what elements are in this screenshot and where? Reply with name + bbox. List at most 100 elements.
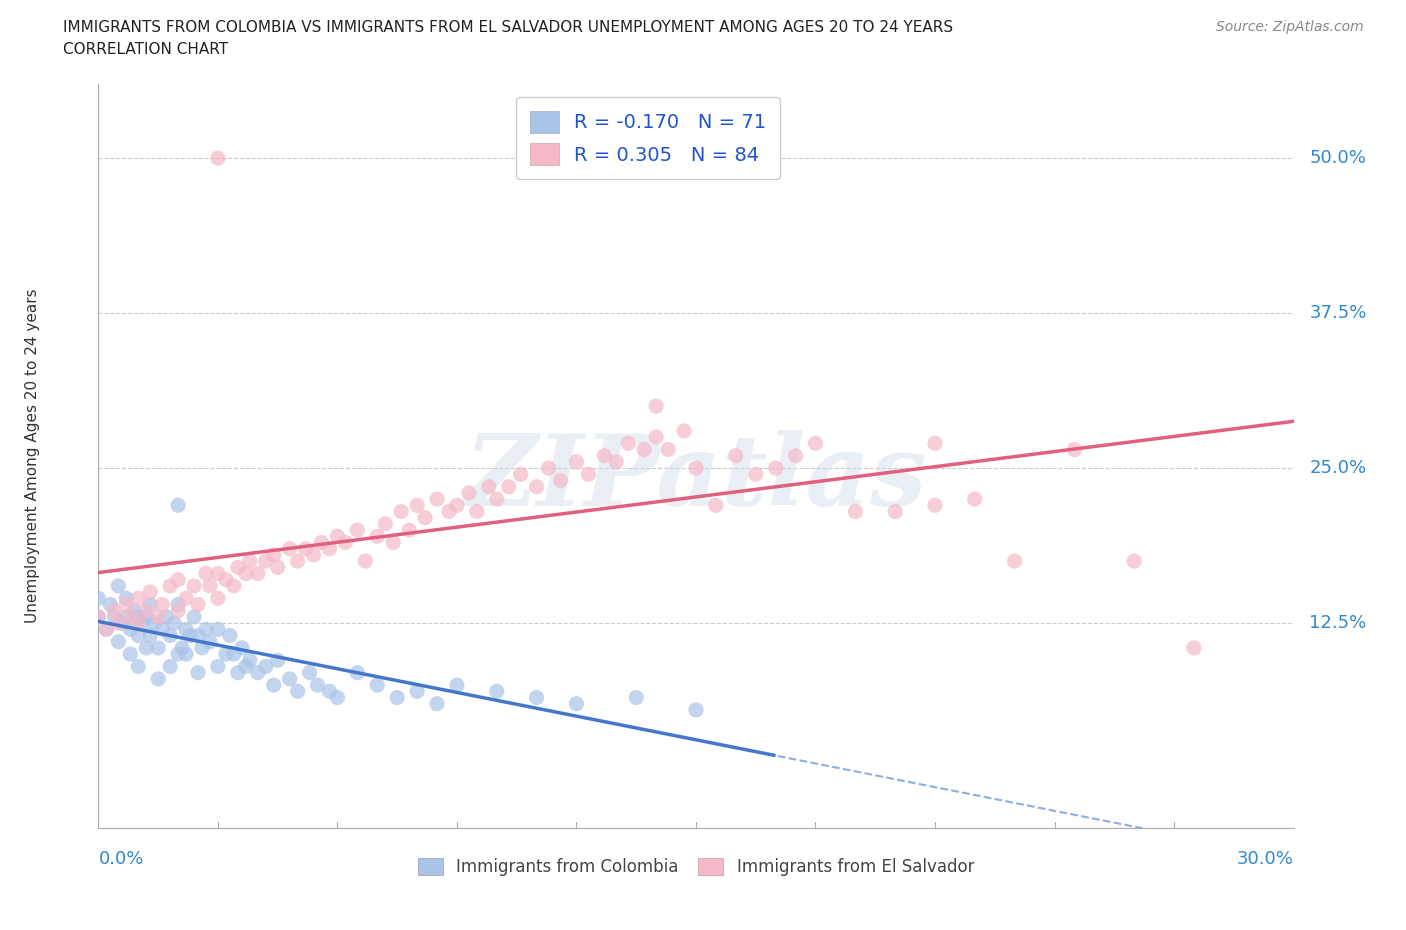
Point: [222, 578, 245, 593]
Point: [231, 641, 253, 656]
Point: [633, 442, 655, 457]
Point: [366, 678, 388, 693]
Point: [120, 622, 142, 637]
Point: [267, 653, 290, 668]
Legend: Immigrants from Colombia, Immigrants from El Salvador: Immigrants from Colombia, Immigrants fro…: [411, 851, 981, 883]
Point: [127, 659, 149, 674]
Point: [135, 604, 157, 618]
Point: [239, 553, 262, 568]
Point: [246, 566, 269, 581]
Point: [924, 498, 946, 512]
Point: [1063, 442, 1085, 457]
Point: [565, 697, 588, 711]
Point: [183, 578, 205, 593]
Point: [246, 665, 269, 680]
Point: [617, 436, 640, 451]
Point: [263, 548, 285, 563]
Point: [115, 597, 138, 612]
Point: [498, 479, 520, 494]
Point: [139, 628, 162, 643]
Point: [143, 616, 166, 631]
Point: [1004, 553, 1026, 568]
Point: [120, 646, 142, 661]
Point: [87, 591, 110, 605]
Point: [135, 609, 157, 624]
Point: [167, 604, 190, 618]
Point: [458, 485, 481, 500]
Text: 12.5%: 12.5%: [1309, 614, 1367, 632]
Point: [645, 399, 668, 414]
Point: [804, 436, 827, 451]
Point: [537, 460, 560, 475]
Text: IMMIGRANTS FROM COLOMBIA VS IMMIGRANTS FROM EL SALVADOR UNEMPLOYMENT AMONG AGES : IMMIGRANTS FROM COLOMBIA VS IMMIGRANTS F…: [63, 20, 953, 35]
Point: [263, 678, 285, 693]
Point: [326, 690, 349, 705]
Point: [215, 572, 238, 587]
Point: [191, 641, 214, 656]
Point: [96, 622, 118, 637]
Point: [446, 678, 468, 693]
Text: Source: ZipAtlas.com: Source: ZipAtlas.com: [1216, 20, 1364, 34]
Point: [578, 467, 600, 482]
Point: [179, 628, 201, 643]
Text: 0.0%: 0.0%: [98, 850, 143, 868]
Point: [354, 553, 377, 568]
Point: [426, 697, 449, 711]
Point: [485, 492, 508, 507]
Point: [148, 641, 170, 656]
Point: [465, 504, 488, 519]
Point: [103, 604, 125, 618]
Point: [124, 604, 146, 618]
Point: [198, 634, 221, 649]
Point: [550, 473, 572, 488]
Point: [426, 492, 449, 507]
Point: [198, 578, 221, 593]
Point: [398, 523, 420, 538]
Point: [127, 616, 149, 631]
Point: [657, 442, 679, 457]
Point: [226, 560, 249, 575]
Point: [135, 641, 157, 656]
Point: [127, 628, 149, 643]
Text: 37.5%: 37.5%: [1309, 304, 1367, 322]
Point: [593, 448, 616, 463]
Point: [155, 609, 177, 624]
Point: [148, 609, 170, 624]
Point: [127, 609, 149, 624]
Point: [526, 479, 548, 494]
Point: [374, 516, 396, 531]
Point: [346, 523, 368, 538]
Point: [626, 690, 648, 705]
Point: [785, 448, 807, 463]
Point: [287, 684, 309, 698]
Point: [302, 548, 325, 563]
Point: [254, 553, 277, 568]
Point: [139, 597, 162, 612]
Point: [159, 628, 181, 643]
Point: [163, 616, 186, 631]
Point: [335, 535, 357, 550]
Point: [159, 659, 181, 674]
Point: [207, 659, 229, 674]
Point: [724, 448, 747, 463]
Text: 50.0%: 50.0%: [1309, 149, 1367, 167]
Point: [111, 616, 134, 631]
Point: [183, 609, 205, 624]
Text: CORRELATION CHART: CORRELATION CHART: [63, 42, 228, 57]
Point: [298, 665, 321, 680]
Point: [1123, 553, 1146, 568]
Point: [96, 622, 118, 637]
Point: [174, 646, 197, 661]
Point: [509, 467, 531, 482]
Point: [115, 591, 138, 605]
Point: [120, 609, 142, 624]
Point: [437, 504, 460, 519]
Text: Unemployment Among Ages 20 to 24 years: Unemployment Among Ages 20 to 24 years: [25, 288, 41, 623]
Point: [219, 628, 242, 643]
Point: [565, 455, 588, 470]
Point: [148, 671, 170, 686]
Point: [174, 622, 197, 637]
Point: [645, 430, 668, 445]
Point: [311, 535, 333, 550]
Point: [318, 541, 340, 556]
